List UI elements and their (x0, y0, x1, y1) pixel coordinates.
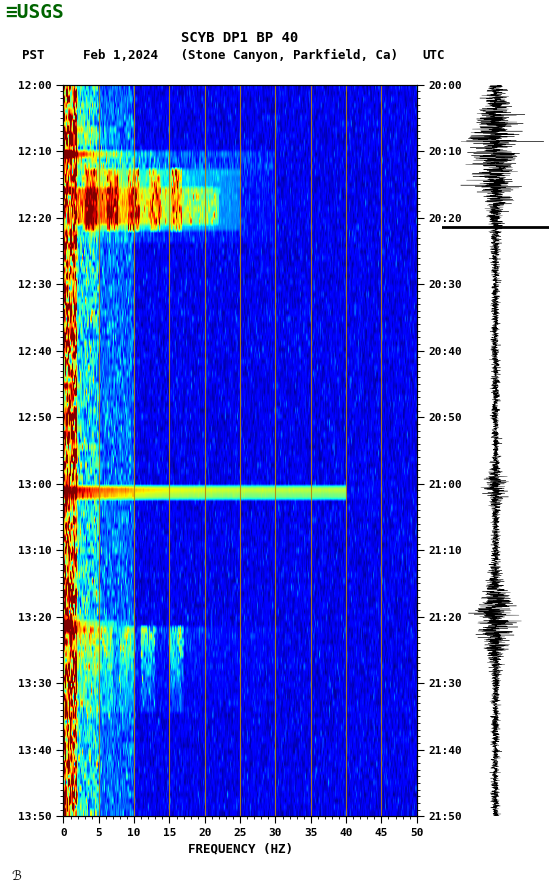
X-axis label: FREQUENCY (HZ): FREQUENCY (HZ) (188, 842, 293, 855)
Text: ℬ: ℬ (11, 870, 21, 883)
Text: SCYB DP1 BP 40: SCYB DP1 BP 40 (182, 31, 299, 45)
Text: Feb 1,2024   (Stone Canyon, Parkfield, Ca): Feb 1,2024 (Stone Canyon, Parkfield, Ca) (83, 49, 397, 62)
Text: PST: PST (22, 49, 45, 62)
Text: UTC: UTC (422, 49, 445, 62)
Text: ≡USGS: ≡USGS (6, 3, 64, 21)
